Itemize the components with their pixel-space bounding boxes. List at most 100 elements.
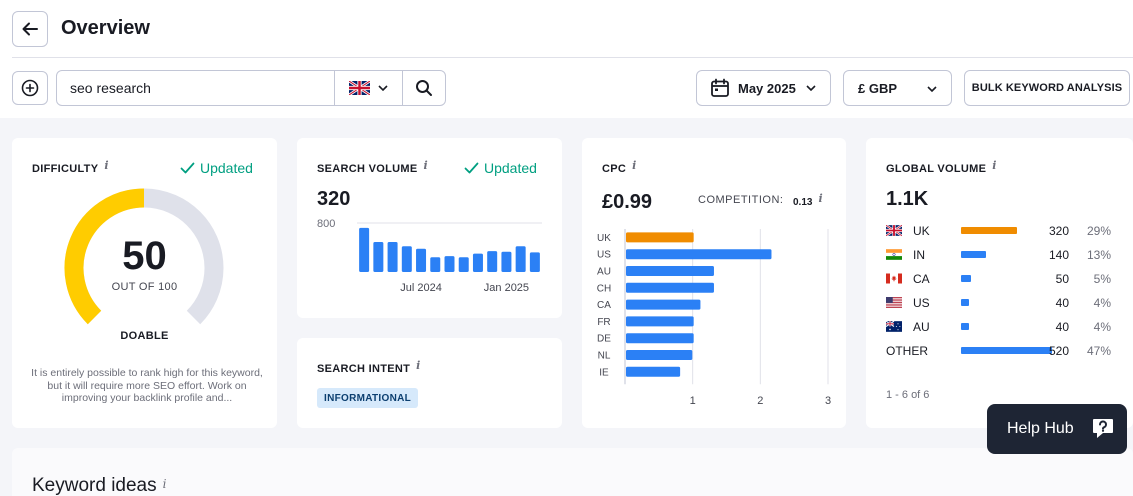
- global-volume-row-in[interactable]: IN 140 13%: [886, 247, 1113, 263]
- database-select[interactable]: [334, 71, 402, 105]
- competition-label: COMPETITION:: [698, 194, 784, 206]
- global-volume-row-other[interactable]: OTHER 520 47%: [886, 343, 1113, 359]
- cpc-bar[interactable]: [626, 249, 772, 260]
- cpc-card: CPC i £0.99 COMPETITION: 0.13 i 1 2 3 UK US AU C…: [582, 138, 846, 428]
- country-code: CA: [913, 272, 930, 286]
- volume-bar[interactable]: [458, 257, 469, 272]
- volume-bar[interactable]: [373, 241, 384, 272]
- keyword-ideas-title-text: Keyword ideas: [32, 475, 157, 496]
- global-volume-card: GLOBAL VOLUME i 1.1K UK 320 29% IN 140 13…: [866, 138, 1133, 428]
- volume-bar[interactable]: [515, 246, 526, 272]
- currency-select[interactable]: £ GBP: [843, 70, 952, 106]
- global-volume-row-uk[interactable]: UK 320 29%: [886, 223, 1113, 239]
- y-tick-label: CA: [597, 300, 611, 311]
- cpc-value: £0.99: [602, 191, 653, 213]
- cpc-chart: 1 2 3 UK US AU CH CA FR DE NL IE: [597, 229, 831, 406]
- x-tick-label: 2: [757, 395, 763, 406]
- country-percent: 13%: [1086, 248, 1111, 262]
- country-code: UK: [913, 224, 930, 238]
- cpc-title-text: CPC: [602, 163, 627, 175]
- cpc-title: CPC i: [602, 159, 637, 175]
- difficulty-level-label: DOABLE: [120, 330, 169, 342]
- global-volume-row-ca[interactable]: CA 50 5%: [886, 271, 1113, 287]
- info-icon[interactable]: i: [632, 159, 637, 172]
- volume-bar[interactable]: [387, 241, 398, 272]
- plus-circle-icon: [21, 79, 39, 97]
- search-intent-title: SEARCH INTENT i: [317, 359, 421, 375]
- info-icon[interactable]: i: [423, 159, 428, 172]
- difficulty-gauge: [64, 188, 224, 325]
- chevron-down-icon: [927, 86, 937, 93]
- info-icon[interactable]: i: [104, 159, 109, 172]
- country-code: AU: [913, 320, 930, 334]
- info-icon[interactable]: i: [162, 477, 167, 491]
- volume-bar[interactable]: [416, 248, 427, 272]
- search-intent-card: SEARCH INTENT i INFORMATIONAL: [297, 338, 562, 428]
- chevron-down-icon: [806, 85, 816, 91]
- global-volume-row-au[interactable]: AU 40 4%: [886, 319, 1113, 335]
- info-icon[interactable]: i: [992, 159, 997, 172]
- volume-bar[interactable]: [401, 246, 412, 272]
- check-icon: [180, 162, 195, 174]
- page-title: Overview: [61, 17, 150, 39]
- global-volume-row-us[interactable]: US 40 4%: [886, 295, 1113, 311]
- search-volume-value: 320: [317, 188, 351, 210]
- country-volume: 40: [1055, 296, 1069, 310]
- volume-bar[interactable]: [430, 257, 441, 272]
- volume-bar[interactable]: [529, 252, 540, 272]
- bulk-keyword-analysis-button[interactable]: BULK KEYWORD ANALYSIS: [964, 70, 1130, 106]
- chevron-down-icon: [378, 85, 388, 91]
- info-icon[interactable]: i: [818, 192, 823, 205]
- help-hub-button[interactable]: Help Hub: [987, 404, 1127, 454]
- country-percent: 4%: [1093, 320, 1111, 334]
- y-tick-label: NL: [598, 351, 611, 362]
- help-hub-label: Help Hub: [1007, 420, 1074, 437]
- uk-flag-icon: [349, 81, 370, 95]
- search-volume-card: SEARCH VOLUME i Updated 320 800 Jul 2024 Ja…: [297, 138, 562, 318]
- volume-bar[interactable]: [501, 251, 512, 272]
- share-bar: [961, 299, 969, 306]
- canada-flag-icon: [886, 273, 902, 284]
- check-icon: [464, 162, 479, 174]
- y-tick-label: CH: [597, 283, 611, 294]
- cpc-bar[interactable]: [626, 232, 694, 243]
- volume-bar[interactable]: [487, 251, 498, 272]
- country-volume: 140: [1048, 248, 1069, 262]
- y-tick-label: 800: [317, 218, 335, 230]
- info-icon[interactable]: i: [416, 359, 421, 372]
- country-volume: 520: [1048, 344, 1069, 358]
- difficulty-out-of: OUT OF 100: [111, 281, 178, 293]
- difficulty-card: DIFFICULTY i Updated 50 OUT OF 100 DOABLE…: [12, 138, 277, 428]
- country-code: IN: [913, 248, 925, 262]
- top-bar: Overview: [0, 0, 1133, 118]
- back-button[interactable]: [12, 11, 48, 47]
- india-flag-icon: [886, 249, 902, 260]
- search-volume-title-text: SEARCH VOLUME: [317, 163, 418, 175]
- australia-flag-icon: [886, 321, 902, 332]
- search-button[interactable]: [402, 71, 445, 105]
- keyword-ideas-title: Keyword ideas i: [32, 475, 166, 496]
- difficulty-updated-status: Updated: [180, 160, 253, 176]
- cpc-bar[interactable]: [626, 316, 694, 327]
- country-percent: 4%: [1093, 296, 1111, 310]
- y-tick-label: IE: [599, 367, 609, 378]
- share-bar: [961, 323, 969, 330]
- keyword-search-input[interactable]: [57, 71, 334, 105]
- difficulty-title-text: DIFFICULTY: [32, 163, 99, 175]
- y-tick-label: US: [597, 250, 611, 261]
- cpc-bar[interactable]: [626, 282, 714, 293]
- volume-bar[interactable]: [359, 227, 370, 272]
- cpc-bar[interactable]: [626, 333, 694, 344]
- cpc-bar[interactable]: [626, 350, 693, 360]
- cpc-bar[interactable]: [626, 366, 681, 377]
- add-button[interactable]: [12, 71, 48, 105]
- x-tick-label: 1: [690, 395, 696, 406]
- y-tick-label: AU: [597, 267, 611, 278]
- gauge-fill: [64, 188, 145, 325]
- volume-bar[interactable]: [444, 256, 455, 273]
- country-volume: 40: [1055, 320, 1069, 334]
- cpc-bar[interactable]: [626, 266, 714, 276]
- volume-bar[interactable]: [472, 253, 483, 273]
- date-select[interactable]: May 2025: [696, 70, 831, 106]
- cpc-bar[interactable]: [626, 299, 701, 310]
